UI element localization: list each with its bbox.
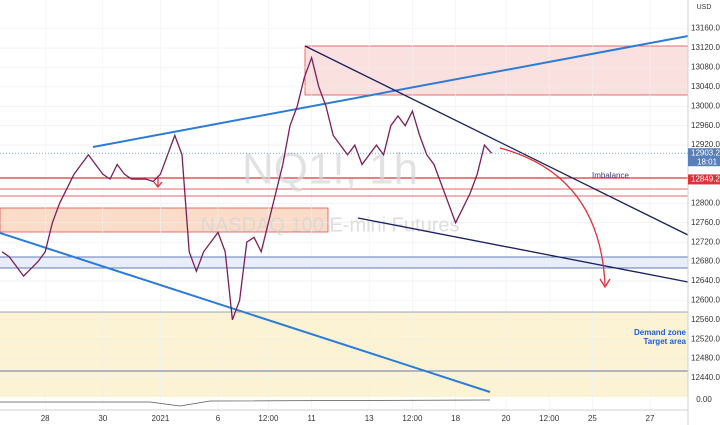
countdown: 18:01 xyxy=(697,157,718,166)
y-tick-label: 12760.00 xyxy=(691,218,720,227)
level-label: 12849.25 xyxy=(691,175,720,184)
supply-zone xyxy=(304,45,689,96)
y-tick-label: 12960.00 xyxy=(691,121,720,130)
price-line xyxy=(1,55,493,321)
watermark: NASDAQ 100 E-mini Futures xyxy=(201,214,460,236)
y-tick-label: 13080.00 xyxy=(691,63,720,72)
y-tick-label: 12560.00 xyxy=(691,315,720,324)
price-tags: 12903.2518:01 12849.25 xyxy=(0,148,720,185)
arrow-down xyxy=(153,176,163,189)
annotation: Target area xyxy=(643,337,686,346)
x-tick-label: 12:00 xyxy=(402,414,423,423)
currency: USD xyxy=(697,4,712,11)
blue-zone xyxy=(0,257,688,268)
y-tick-label: 12520.00 xyxy=(691,334,720,343)
y-tick-label: 12800.00 xyxy=(691,198,720,207)
last-price-label: 12903.25 xyxy=(691,148,720,157)
arrow-head xyxy=(599,278,611,289)
watermark: NQ1!, 1h xyxy=(242,145,418,194)
last-price-tag xyxy=(688,148,720,167)
projection-arrow xyxy=(499,147,606,286)
level-tag xyxy=(688,174,720,185)
x-tick-label: 11 xyxy=(307,414,316,423)
x-tick-label: 27 xyxy=(646,414,655,423)
trend-line xyxy=(92,35,689,148)
annotation: Imbalance xyxy=(592,171,629,180)
channel-line xyxy=(304,45,689,236)
y-tick-label: 12680.00 xyxy=(691,257,720,266)
y-tick-label: 13120.00 xyxy=(691,43,720,52)
x-tick-label: 13 xyxy=(365,414,374,423)
demand-zone xyxy=(0,312,688,397)
y-tick-label: 12920.00 xyxy=(691,140,720,149)
grid xyxy=(0,0,688,410)
x-tick-label: 25 xyxy=(588,414,597,423)
x-tick-label: 12:00 xyxy=(258,414,279,423)
trend-line xyxy=(0,232,491,393)
y-tick-label: 13040.00 xyxy=(691,82,720,91)
x-tick-label: 2021 xyxy=(152,414,170,423)
indicator-label: 0.00 xyxy=(696,395,712,404)
y-tick-label: 12600.00 xyxy=(691,295,720,304)
x-tick-label: 20 xyxy=(502,414,511,423)
y-tick-label: 13160.00 xyxy=(691,24,720,33)
series xyxy=(1,55,493,321)
y-tick-label: 12640.00 xyxy=(691,276,720,285)
channel-line xyxy=(357,217,689,283)
x-tick-label: 6 xyxy=(216,414,221,423)
y-tick-label: 12720.00 xyxy=(691,237,720,246)
annotation: Demand zone xyxy=(634,328,687,337)
x-tick-label: 12:00 xyxy=(539,414,560,423)
y-tick-label: 12480.00 xyxy=(691,354,720,363)
y-tick-label: 13000.00 xyxy=(691,101,720,110)
x-tick-label: 30 xyxy=(98,414,107,423)
indicator-line xyxy=(0,399,491,407)
x-tick-label: 28 xyxy=(41,414,50,423)
x-tick-label: 18 xyxy=(451,414,460,423)
y-tick-label: 12440.00 xyxy=(691,373,720,382)
left-zone xyxy=(0,207,329,233)
